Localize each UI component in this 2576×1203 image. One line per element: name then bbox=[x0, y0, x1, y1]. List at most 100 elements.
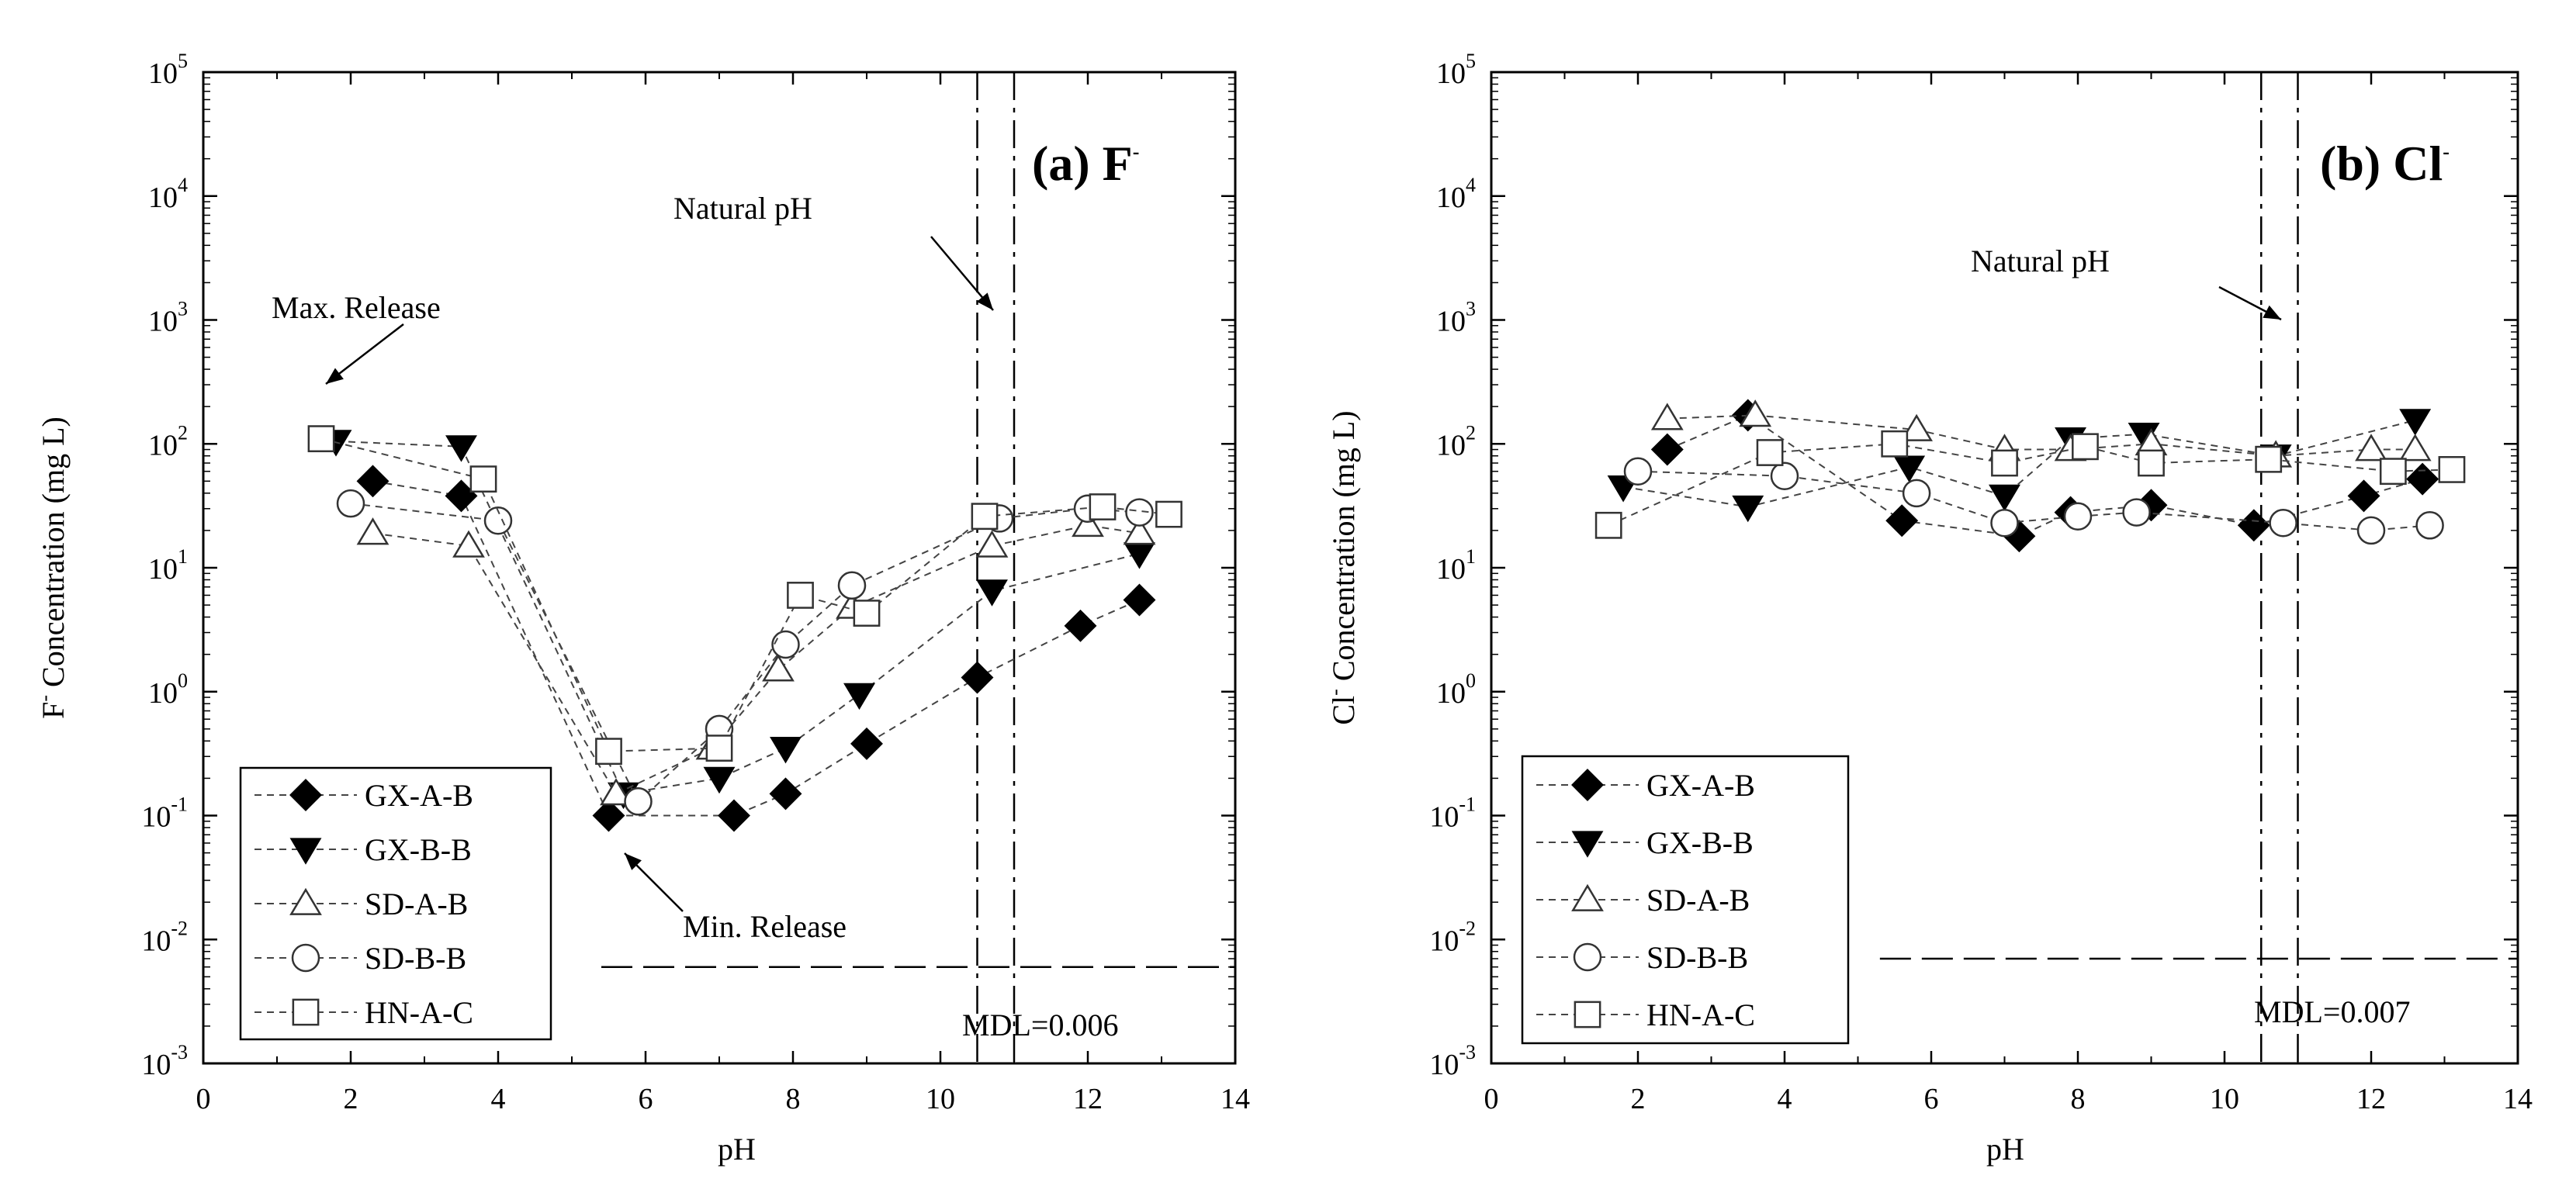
y-tick-label-a: 101 bbox=[148, 545, 188, 586]
legend-label: SD-B-B bbox=[1646, 940, 1748, 975]
legend-item: GX-B-B bbox=[1536, 825, 1754, 860]
legend-marker bbox=[1573, 942, 1602, 972]
data-point bbox=[452, 530, 485, 558]
series-hn-a-c-a bbox=[307, 425, 1182, 766]
data-point bbox=[2269, 508, 2297, 538]
y-tick-label-a: 104 bbox=[148, 174, 188, 214]
series-line bbox=[1622, 419, 2415, 508]
x-tick-label-a: 4 bbox=[491, 1083, 506, 1115]
x-tick-label-a: 14 bbox=[1220, 1083, 1250, 1115]
data-point bbox=[592, 799, 625, 832]
series-group-b bbox=[1594, 399, 2466, 553]
legend-item: GX-A-B bbox=[1536, 768, 1755, 803]
y-tick-label-a: 10-1 bbox=[141, 793, 188, 834]
data-point bbox=[1155, 500, 1182, 528]
y-tick-label-b: 10-1 bbox=[1429, 793, 1476, 834]
x-tick-label-a: 6 bbox=[639, 1083, 653, 1115]
legend-marker bbox=[289, 887, 322, 915]
data-point bbox=[624, 787, 653, 816]
data-point bbox=[445, 435, 477, 462]
legend-marker bbox=[1574, 1001, 1601, 1028]
data-point bbox=[769, 777, 802, 811]
data-point bbox=[1125, 498, 1154, 527]
data-point bbox=[1064, 609, 1097, 642]
series-sd-a-b-b bbox=[1650, 399, 2432, 468]
y-tick-label-b: 105 bbox=[1436, 50, 1476, 90]
x-tick-label-b: 2 bbox=[1631, 1083, 1646, 1115]
data-point bbox=[1594, 511, 1622, 539]
y-axis-label-a: F- Concentration (mg L) bbox=[33, 417, 71, 719]
data-point bbox=[1650, 433, 1684, 466]
legend-label: HN-A-C bbox=[1646, 997, 1755, 1032]
legend-b: GX-A-B GX-B-B SD-A-B SD-B-B HN-A-C bbox=[1521, 755, 1850, 1045]
data-point bbox=[1623, 457, 1653, 486]
y-tick-label-a: 10-2 bbox=[141, 917, 188, 957]
data-point bbox=[2063, 502, 2093, 531]
legend-item: SD-A-B bbox=[1536, 883, 1750, 918]
series-line bbox=[1667, 414, 2415, 457]
data-point bbox=[770, 736, 802, 764]
data-point bbox=[2072, 433, 2099, 461]
mdl-label-a: MDL=0.006 bbox=[962, 1008, 1118, 1042]
x-tick-label-b: 14 bbox=[2503, 1083, 2533, 1115]
y-tick-label-b: 101 bbox=[1436, 545, 1476, 586]
y-tick-label-a: 105 bbox=[148, 50, 188, 90]
data-point bbox=[1881, 430, 1909, 458]
panel-a: 0 2 4 6 8 10 12 14 105 104 103 102 101 100 10-1 10-2 10-… bbox=[33, 50, 1250, 1167]
data-point bbox=[971, 503, 999, 531]
data-point bbox=[307, 425, 335, 453]
legend-label: SD-B-B bbox=[365, 941, 466, 976]
y-tick-label-b: 103 bbox=[1436, 298, 1476, 338]
max-release-label: Max. Release bbox=[272, 290, 441, 325]
y-axis-label-b: Cl- Concentration (mg L) bbox=[1324, 410, 1361, 724]
legend-marker bbox=[289, 838, 322, 865]
data-point bbox=[1990, 508, 2019, 538]
series-gx-b-b-a bbox=[320, 430, 1155, 810]
series-gx-a-b-a bbox=[356, 465, 1156, 832]
data-point bbox=[2398, 434, 2432, 461]
data-point bbox=[787, 582, 814, 609]
x-tick-label-b: 6 bbox=[1924, 1083, 1939, 1115]
x-axis-label-a: pH bbox=[718, 1132, 756, 1167]
data-point bbox=[1739, 399, 1772, 427]
data-point bbox=[2355, 434, 2387, 461]
data-point bbox=[2356, 516, 2386, 545]
data-point bbox=[1123, 517, 1156, 545]
data-point bbox=[1900, 413, 1933, 441]
data-point bbox=[1732, 495, 1764, 523]
legend-item: GX-B-B bbox=[254, 832, 472, 867]
x-tick-label-b: 8 bbox=[2071, 1083, 2086, 1115]
y-tick-label-b: 102 bbox=[1436, 421, 1476, 461]
min-release-arrow-head bbox=[625, 853, 642, 870]
data-point bbox=[2438, 456, 2466, 483]
series-line bbox=[320, 437, 1169, 752]
data-point bbox=[1893, 455, 1926, 482]
legend-marker bbox=[1571, 769, 1604, 801]
legend-marker bbox=[1571, 883, 1604, 911]
data-point bbox=[705, 735, 733, 762]
legend-item: SD-B-B bbox=[1536, 940, 1748, 975]
series-line bbox=[372, 480, 1140, 817]
y-tick-label-b: 100 bbox=[1436, 669, 1476, 710]
data-point bbox=[469, 465, 497, 493]
data-point bbox=[961, 661, 994, 694]
data-point bbox=[853, 600, 881, 627]
data-point bbox=[2415, 511, 2444, 540]
y-tick-label-a: 100 bbox=[148, 669, 188, 710]
data-point bbox=[1770, 461, 1799, 490]
y-tick-label-a: 102 bbox=[148, 421, 188, 461]
data-point bbox=[595, 738, 622, 766]
data-point bbox=[837, 571, 867, 600]
x-tick-label-a: 2 bbox=[344, 1083, 358, 1115]
legend-item: SD-B-B bbox=[254, 941, 466, 976]
legend-label: SD-A-B bbox=[365, 887, 468, 921]
panel-title-b: (b) Cl- bbox=[2320, 136, 2450, 191]
data-point bbox=[2255, 445, 2283, 473]
natural-ph-label-a: Natural pH bbox=[673, 191, 812, 226]
legend-item: HN-A-C bbox=[254, 995, 473, 1030]
data-point bbox=[1902, 479, 1931, 508]
data-point bbox=[1123, 583, 1156, 617]
data-point bbox=[2347, 479, 2380, 513]
data-point bbox=[975, 530, 1009, 558]
